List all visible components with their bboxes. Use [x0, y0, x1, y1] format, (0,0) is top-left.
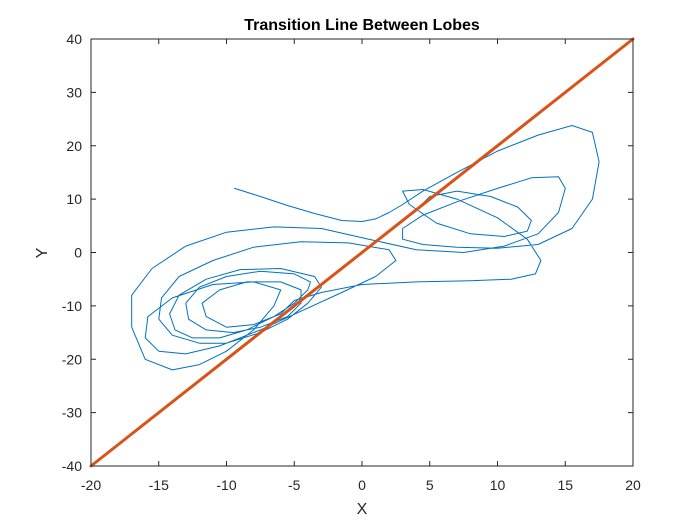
x-tick-label: -15 [149, 477, 169, 493]
y-tick-label: -30 [62, 405, 82, 421]
x-tick-label: -20 [81, 477, 101, 493]
y-tick-label: -20 [62, 351, 82, 367]
x-tick-label: 10 [490, 477, 506, 493]
y-tick-label: 30 [66, 84, 82, 100]
y-tick-label: -40 [62, 458, 82, 474]
x-tick-label: -5 [288, 477, 301, 493]
plot-frame [90, 38, 634, 467]
x-tick-label: -10 [216, 477, 236, 493]
y-tick-label: 20 [66, 138, 82, 154]
y-axis-label: Y [34, 247, 51, 258]
x-tick-label: 5 [426, 477, 434, 493]
series-layer [89, 37, 635, 468]
y-tick-label: 40 [66, 31, 82, 47]
y-tick-label: -10 [62, 298, 82, 314]
x-tick-label: 0 [358, 477, 366, 493]
x-tick-label: 20 [625, 477, 641, 493]
y-tick-label: 10 [66, 191, 82, 207]
transition-line [89, 37, 635, 468]
ticks-layer: -20 -15 -10 -5 0 5 10 15 20 -40 -30 -20 -10 0 10 20 30 40 [62, 31, 641, 493]
x-axis-label: X [357, 501, 368, 518]
y-tick-label: 0 [74, 245, 82, 261]
chart-title: Transition Line Between Lobes [244, 17, 480, 34]
x-tick-label: 15 [557, 477, 573, 493]
